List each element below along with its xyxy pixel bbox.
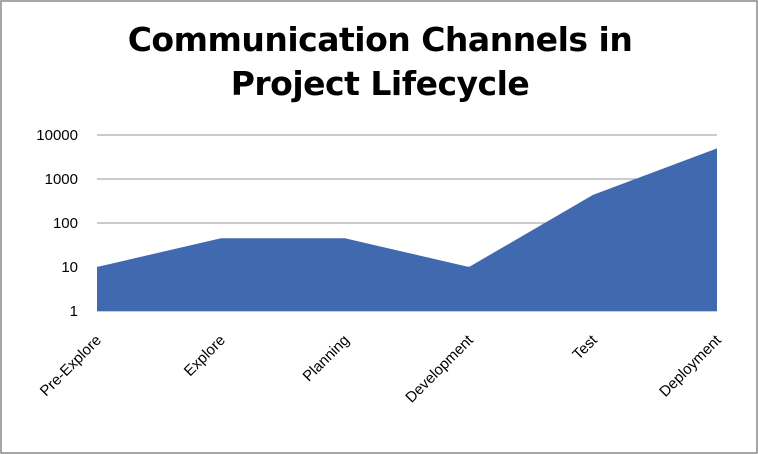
y-tick-label: 1 — [70, 303, 78, 320]
y-tick-label: 1000 — [45, 171, 78, 188]
y-tick-label: 10000 — [36, 127, 78, 144]
chart-title: Communication Channels in Project Lifecy… — [127, 20, 633, 103]
y-tick-label: 100 — [53, 215, 78, 232]
y-tick-label: 10 — [61, 259, 78, 276]
area — [97, 148, 717, 311]
